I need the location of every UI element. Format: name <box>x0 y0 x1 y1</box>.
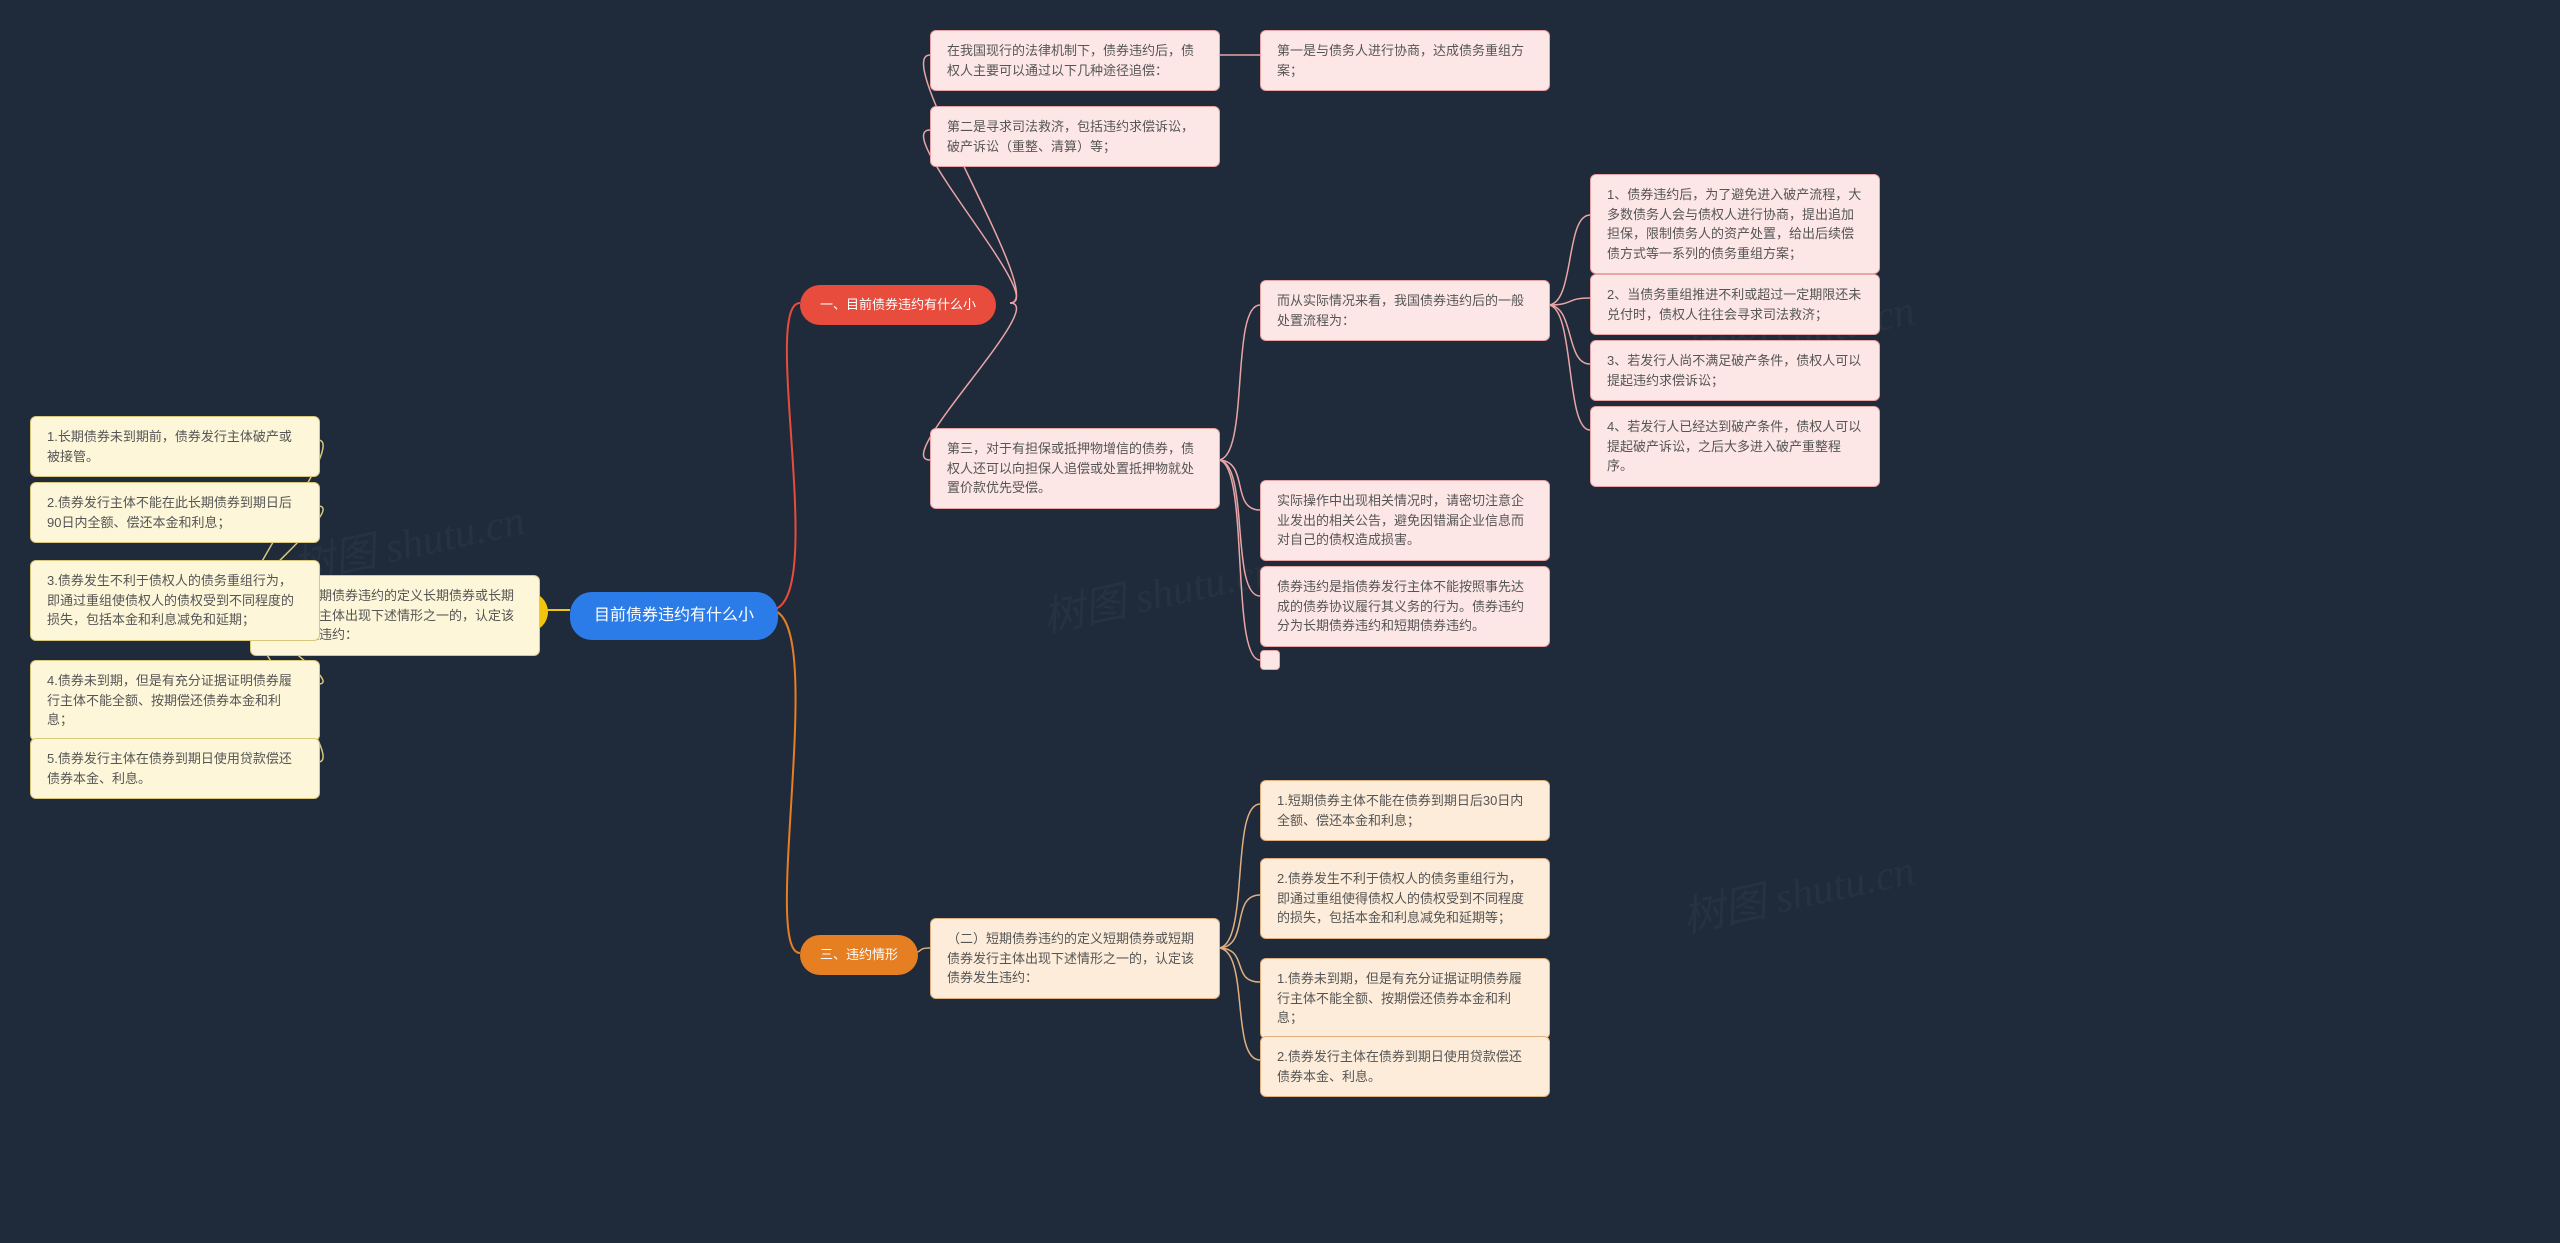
mindmap-canvas: 树图 shutu.cn 树图 shutu.cn 树图 shutu.cn 树图 s… <box>0 0 2560 1243</box>
b1c3c[interactable]: 债券违约是指债券发行主体不能按照事先达成的债券协议履行其义务的行为。债券违约分为… <box>1260 566 1550 647</box>
b1-child-1[interactable]: 在我国现行的法律机制下，债券违约后，债权人主要可以通过以下几种途径追偿： <box>930 30 1220 91</box>
root-node[interactable]: 目前债券违约有什么小 <box>570 592 778 640</box>
b1c3b[interactable]: 实际操作中出现相关情况时，请密切注意企业发出的相关公告，避免因错漏企业信息而对自… <box>1260 480 1550 561</box>
b3-child-1[interactable]: （二）短期债券违约的定义短期债券或短期债券发行主体出现下述情形之一的，认定该债券… <box>930 918 1220 999</box>
b1c3a2[interactable]: 2、当债务重组推进不利或超过一定期限还未兑付时，债权人往往会寻求司法救济； <box>1590 274 1880 335</box>
b2c1a[interactable]: 1.长期债券未到期前，债券发行主体破产或被接管。 <box>30 416 320 477</box>
b1c3a4[interactable]: 4、若发行人已经达到破产条件，债权人可以提起破产诉讼，之后大多进入破产重整程序。 <box>1590 406 1880 487</box>
b1c3a1[interactable]: 1、债券违约后，为了避免进入破产流程，大多数债务人会与债权人进行协商，提出追加担… <box>1590 174 1880 274</box>
b3c1c[interactable]: 1.债券未到期，但是有充分证据证明债券履行主体不能全额、按期偿还债券本金和利息； <box>1260 958 1550 1039</box>
watermark: 树图 shutu.cn <box>1676 836 1919 945</box>
b2c1d[interactable]: 4.债券未到期，但是有充分证据证明债券履行主体不能全额、按期偿还债券本金和利息； <box>30 660 320 741</box>
b1-child-3[interactable]: 第三，对于有担保或抵押物增信的债券，债权人还可以向担保人追偿或处置抵押物就处置价… <box>930 428 1220 509</box>
b1-child-2[interactable]: 第二是寻求司法救济，包括违约求偿诉讼，破产诉讼（重整、清算）等； <box>930 106 1220 167</box>
b3c1d[interactable]: 2.债券发行主体在债券到期日使用贷款偿还债券本金、利息。 <box>1260 1036 1550 1097</box>
b2c1c[interactable]: 3.债券发生不利于债权人的债务重组行为，即通过重组使债权人的债权受到不同程度的损… <box>30 560 320 641</box>
b1c3a3[interactable]: 3、若发行人尚不满足破产条件，债权人可以提起违约求偿诉讼； <box>1590 340 1880 401</box>
b3c1b[interactable]: 2.债券发生不利于债权人的债务重组行为，即通过重组使得债权人的债权受到不同程度的… <box>1260 858 1550 939</box>
branch-3[interactable]: 三、违约情形 <box>800 935 918 975</box>
watermark: 树图 shutu.cn <box>1036 536 1279 645</box>
b2c1e[interactable]: 5.债券发行主体在债券到期日使用贷款偿还债券本金、利息。 <box>30 738 320 799</box>
b1c3d-empty[interactable] <box>1260 650 1280 670</box>
b1c3a[interactable]: 而从实际情况来看，我国债券违约后的一般处置流程为： <box>1260 280 1550 341</box>
branch-1[interactable]: 一、目前债券违约有什么小 <box>800 285 996 325</box>
b1-child-1a[interactable]: 第一是与债务人进行协商，达成债务重组方案； <box>1260 30 1550 91</box>
b3c1a[interactable]: 1.短期债券主体不能在债券到期日后30日内全额、偿还本金和利息； <box>1260 780 1550 841</box>
b2c1b[interactable]: 2.债券发行主体不能在此长期债券到期日后90日内全额、偿还本金和利息； <box>30 482 320 543</box>
